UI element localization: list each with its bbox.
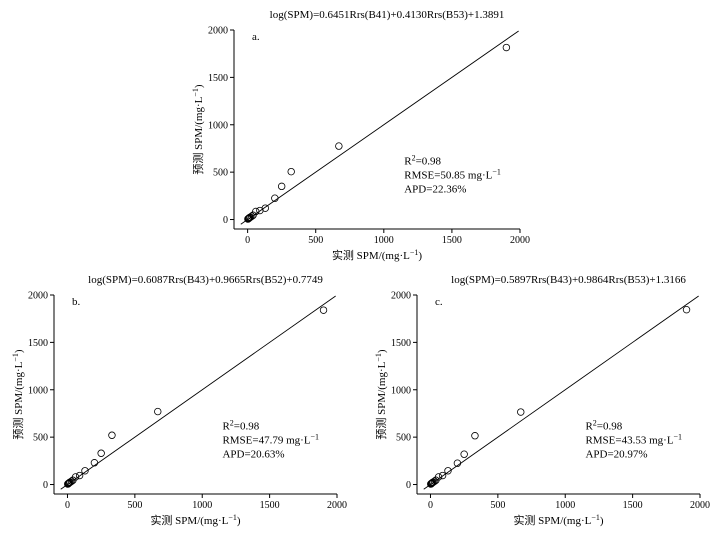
fit-line <box>423 295 699 490</box>
panel-letter: a. <box>252 31 260 43</box>
x-tick-label: 1500 <box>442 235 462 246</box>
x-tick-label: 2000 <box>327 500 347 511</box>
data-point <box>438 471 447 480</box>
rmse-stat: RMSE=43.53 mg·L−1 <box>585 433 682 447</box>
x-axis-label: 实测 SPM/(mg·L−1) <box>150 513 240 527</box>
r2-stat: R2=0.98 <box>222 419 259 433</box>
x-axis-label: 实测 SPM/(mg·L−1) <box>332 248 422 262</box>
x-tick-label: 1000 <box>555 500 575 511</box>
x-tick-label: 2000 <box>510 235 530 246</box>
data-point <box>517 408 525 416</box>
y-tick-label: 0 <box>223 215 228 226</box>
x-tick-label: 500 <box>308 235 323 246</box>
y-tick-label: 500 <box>396 433 411 444</box>
data-point <box>249 211 257 219</box>
y-axis-label: 预测 SPM/(mg·L−1) <box>374 349 388 439</box>
data-point <box>430 477 439 485</box>
panel-c: 0 500 1000 1500 2000 0 500 1000 1500 2000 log(SPM)… <box>374 274 710 527</box>
x-tick-label: 500 <box>127 500 142 511</box>
data-point <box>335 142 343 150</box>
y-tick-label: 0 <box>43 480 48 491</box>
y-tick-label: 1500 <box>391 338 411 349</box>
y-tick-label: 500 <box>213 168 228 179</box>
y-tick-label: 1000 <box>391 385 411 396</box>
rmse-stat: RMSE=47.79 mg·L−1 <box>222 433 319 447</box>
r2-stat: R2=0.98 <box>585 419 622 433</box>
data-point <box>75 471 84 480</box>
x-tick-label: 1000 <box>374 235 394 246</box>
data-point <box>319 306 328 314</box>
x-tick-label: 2000 <box>690 500 710 511</box>
data-point <box>434 473 443 481</box>
data-point <box>271 194 279 202</box>
y-tick-label: 1000 <box>208 120 228 131</box>
apd-stat: APD=20.97% <box>585 449 647 461</box>
data-point <box>460 450 468 458</box>
x-tick-label: 1500 <box>260 500 280 511</box>
equation-title: log(SPM)=0.6451Rrs(B41)+0.4130Rrs(B53)+1… <box>270 9 505 21</box>
y-tick-label: 0 <box>406 480 411 491</box>
apd-stat: APD=20.63% <box>222 449 284 461</box>
y-tick-label: 2000 <box>208 26 228 37</box>
y-tick-label: 2000 <box>28 291 48 302</box>
data-point <box>248 212 256 220</box>
data-point <box>287 167 295 176</box>
panel-letter: b. <box>72 296 81 308</box>
fit-line <box>60 295 336 490</box>
data-point <box>471 432 479 440</box>
x-tick-label: 1000 <box>192 500 212 511</box>
r2-stat: R2=0.98 <box>404 154 441 168</box>
x-axis-label: 实测 SPM/(mg·L−1) <box>513 513 603 527</box>
y-axis-label: 预测 SPM/(mg·L−1) <box>11 349 25 439</box>
x-tick-label: 500 <box>490 500 505 511</box>
data-point <box>90 459 99 467</box>
data-point <box>261 204 270 212</box>
data-point <box>277 182 286 191</box>
x-tick-label: 0 <box>428 500 433 511</box>
data-point <box>81 467 89 475</box>
data-point <box>252 207 260 216</box>
data-point <box>502 43 511 52</box>
x-tick-label: 1500 <box>623 500 643 511</box>
panel-letter: c. <box>435 296 443 308</box>
data-point <box>108 431 116 439</box>
data-point <box>453 459 462 467</box>
x-tick-label: 0 <box>65 500 70 511</box>
y-tick-label: 1000 <box>28 385 48 396</box>
y-tick-label: 1500 <box>208 73 228 84</box>
apd-stat: APD=22.36% <box>404 184 466 196</box>
y-tick-label: 2000 <box>391 291 411 302</box>
equation-title: log(SPM)=0.6087Rrs(B43)+0.9665Rrs(B52)+0… <box>88 274 323 286</box>
rmse-stat: RMSE=50.85 mg·L−1 <box>404 168 501 182</box>
x-tick-label: 0 <box>245 235 250 246</box>
data-point <box>71 473 80 481</box>
data-point <box>67 477 76 485</box>
panel-b: 0 500 1000 1500 2000 0 500 1000 1500 2000 log(SPM)… <box>11 274 347 527</box>
y-axis-label: 预测 SPM/(mg·L−1) <box>191 84 205 174</box>
data-point <box>444 467 452 475</box>
data-point <box>154 407 162 416</box>
y-tick-label: 1500 <box>28 338 48 349</box>
y-tick-label: 500 <box>33 433 48 444</box>
data-point <box>97 449 105 457</box>
panel-a: 0 500 1000 1500 2000 0 500 1000 1500 2000 log(SPM)… <box>191 9 530 262</box>
fit-line <box>240 30 519 225</box>
equation-title: log(SPM)=0.5897Rrs(B43)+0.9864Rrs(B53)+1… <box>451 274 686 286</box>
data-point <box>682 305 691 314</box>
